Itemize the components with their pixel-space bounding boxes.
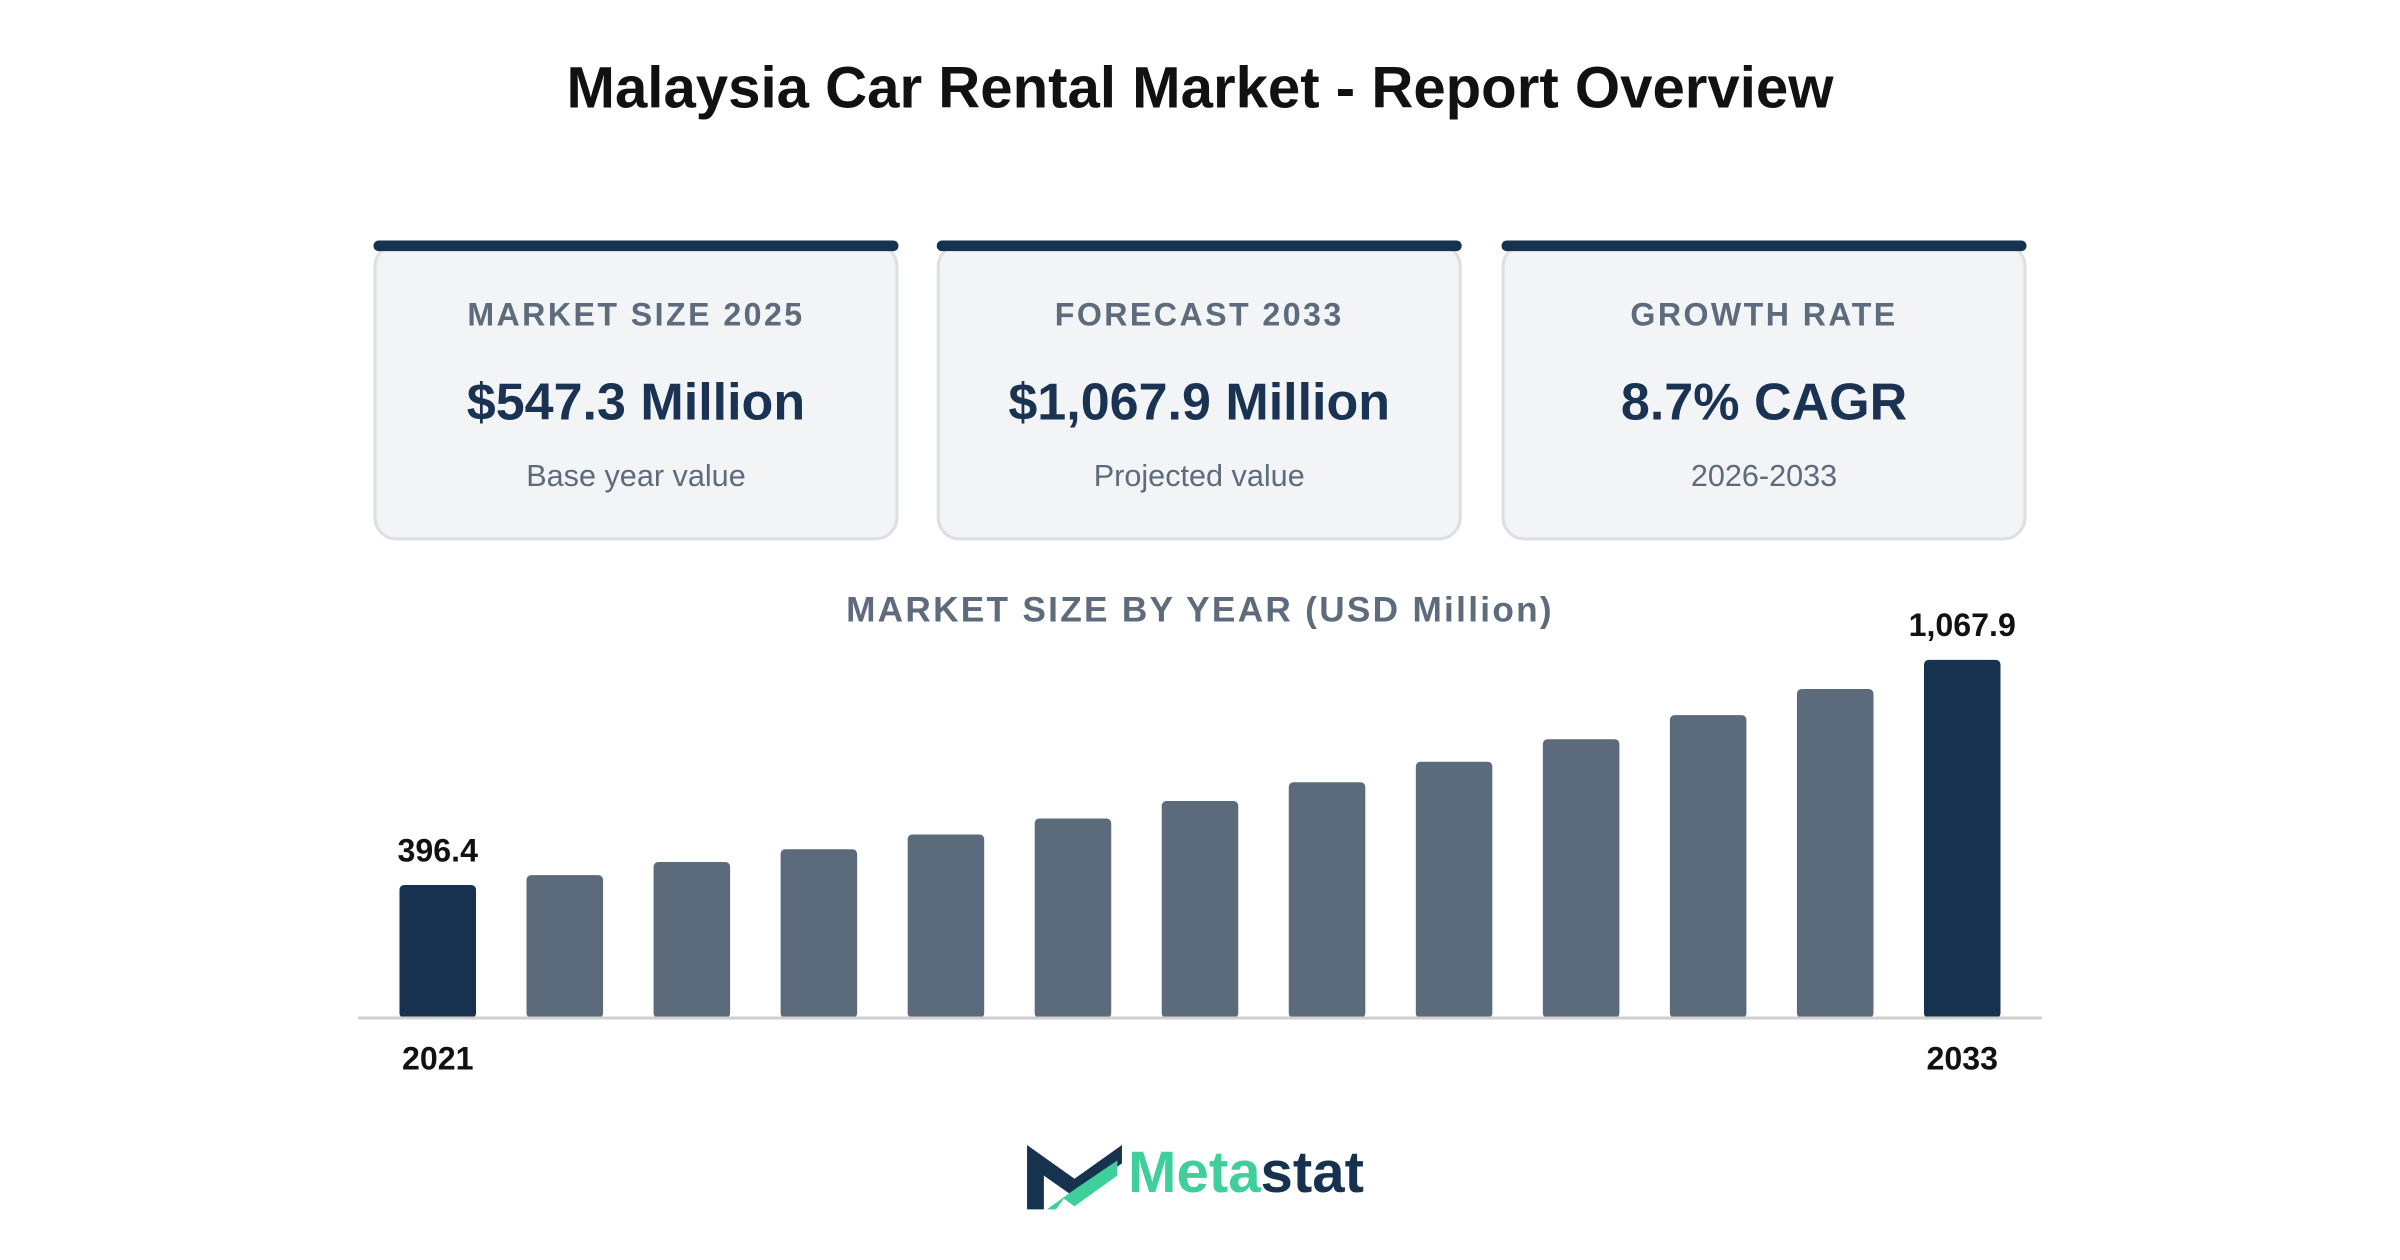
- bar: [1288, 782, 1366, 1019]
- card-value: $1,067.9 Million: [1008, 374, 1390, 432]
- bar: [1669, 715, 1747, 1019]
- card-sub: Projected value: [1094, 459, 1305, 493]
- bar: [1161, 801, 1239, 1019]
- plot: 396.4 2021 1,067.9 2033: [398, 607, 2016, 1076]
- card-accent: [1501, 240, 2027, 252]
- bar: [399, 885, 477, 1019]
- x-tick-label: 2021: [402, 1040, 473, 1076]
- card-value: 8.7% CAGR: [1621, 374, 1907, 432]
- card-value: $547.3 Million: [467, 374, 805, 432]
- card-label: GROWTH RATE: [1630, 296, 1897, 332]
- bar: [1542, 739, 1620, 1019]
- bar: [1034, 818, 1112, 1019]
- card-sub: Base year value: [526, 459, 746, 493]
- x-tick-label: 2033: [1927, 1040, 1998, 1076]
- logo-icon-accent: [1046, 1160, 1118, 1210]
- value-label: 1,067.9: [1909, 607, 2016, 643]
- card-accent: [936, 240, 1462, 252]
- logo-text-first: Meta: [1128, 1141, 1261, 1206]
- bar: [653, 862, 731, 1019]
- bar: [1796, 688, 1874, 1019]
- value-label: 396.4: [398, 832, 479, 868]
- bar: [1415, 761, 1493, 1019]
- logo: Metastat: [1027, 1141, 1364, 1210]
- logo-text: Metastat: [1128, 1141, 1364, 1206]
- card-sub: 2026-2033: [1691, 459, 1837, 493]
- card-label: FORECAST 2033: [1055, 296, 1344, 332]
- bar: [1923, 659, 2001, 1019]
- cards: MARKET SIZE 2025 $547.3 Million Base year …: [373, 240, 2027, 541]
- card-accent: [373, 240, 899, 252]
- logo-text-second: stat: [1261, 1141, 1364, 1206]
- card-label: MARKET SIZE 2025: [467, 296, 804, 332]
- bar: [526, 875, 604, 1019]
- page-title: Malaysia Car Rental Market - Report Over…: [567, 55, 1835, 120]
- bar: [907, 834, 985, 1019]
- chart-title: MARKET SIZE BY YEAR (USD Million): [846, 591, 1554, 630]
- bar: [780, 849, 858, 1019]
